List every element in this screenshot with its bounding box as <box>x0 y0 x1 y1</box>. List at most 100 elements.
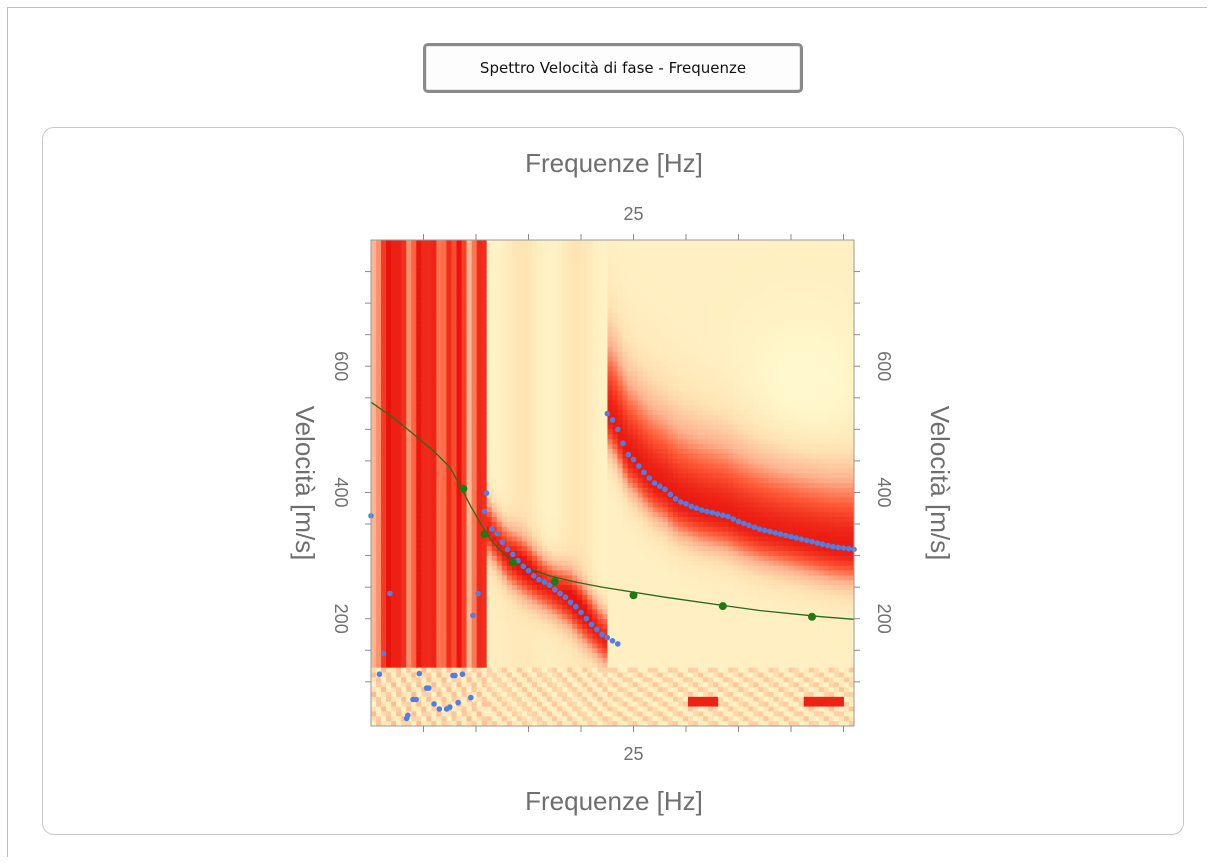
heatmap-cell <box>547 444 553 450</box>
heatmap-cell <box>441 317 448 324</box>
heatmap-cell <box>381 672 387 678</box>
heatmap-cell <box>526 458 533 465</box>
heatmap-cell <box>582 448 588 455</box>
heatmap-cell <box>617 264 624 270</box>
heatmap-cell <box>426 541 432 547</box>
heatmap-cell <box>376 507 382 513</box>
heatmap-cell <box>526 308 533 314</box>
heatmap-cell <box>526 410 533 416</box>
heatmap-cell <box>506 439 513 445</box>
heatmap-cell <box>426 614 432 620</box>
heatmap-cell <box>446 507 453 513</box>
heatmap-cell <box>421 444 427 450</box>
heatmap-cell <box>441 483 448 489</box>
heatmap-cell <box>481 604 488 610</box>
heatmap-cell <box>451 371 458 377</box>
heatmap-cell <box>476 278 483 285</box>
heatmap-cell <box>572 424 578 431</box>
heatmap-cell <box>506 521 513 528</box>
heatmap-cell <box>486 259 493 265</box>
heatmap-cell <box>511 706 518 713</box>
heatmap-cell <box>587 342 593 348</box>
heatmap-cell <box>557 293 563 299</box>
heatmap-cell <box>371 536 377 542</box>
heatmap-cell <box>431 351 438 358</box>
heatmap-cell <box>567 414 573 421</box>
heatmap-cell <box>471 541 478 547</box>
heatmap-cell <box>426 254 432 261</box>
heatmap-cell <box>532 512 538 518</box>
heatmap-cell <box>501 419 508 426</box>
heatmap-cell <box>441 628 448 635</box>
heatmap-cell <box>441 366 448 372</box>
heatmap-cell <box>557 599 563 606</box>
heatmap-cell <box>381 366 387 372</box>
heatmap-cell <box>542 497 548 504</box>
heatmap-cell <box>481 648 488 654</box>
heatmap-cell <box>567 259 573 265</box>
heatmap-cell <box>416 410 422 416</box>
heatmap-cell <box>511 244 518 251</box>
heatmap-cell <box>542 312 548 319</box>
heatmap-cell <box>521 395 528 401</box>
heatmap-cell <box>411 254 417 261</box>
heatmap-cell <box>592 706 599 713</box>
heatmap-cell <box>602 429 609 435</box>
heatmap-cell <box>547 254 553 261</box>
heatmap-cell <box>436 526 443 533</box>
heatmap-cell <box>411 414 417 421</box>
heatmap-cell <box>436 696 443 703</box>
heatmap-cell <box>547 565 553 572</box>
heatmap-cell <box>491 546 498 552</box>
heatmap-cell <box>526 551 533 557</box>
heatmap-cell <box>521 497 528 504</box>
heatmap-cell <box>381 424 387 431</box>
heatmap-cell <box>446 546 453 552</box>
heatmap-cell <box>426 424 432 431</box>
heatmap-cell <box>567 366 573 372</box>
heatmap-cell <box>582 570 588 576</box>
heatmap-cell <box>376 594 382 601</box>
heatmap-cell <box>471 492 478 499</box>
heatmap-cell <box>411 463 417 470</box>
heatmap-cell <box>557 439 563 445</box>
chart-title-button[interactable]: Spettro Velocità di fase - Frequenze <box>423 43 803 93</box>
heatmap-cell <box>532 560 538 567</box>
heatmap-cell <box>471 385 478 392</box>
heatmap-cell <box>496 696 503 703</box>
heatmap-cell <box>436 405 443 411</box>
heatmap-cell <box>552 448 558 455</box>
heatmap-cell <box>526 429 533 435</box>
heatmap-cell <box>401 619 407 625</box>
heatmap-cell <box>376 322 382 329</box>
heatmap-cell <box>617 458 624 465</box>
heatmap-cell <box>421 410 427 416</box>
heatmap-cell <box>421 429 427 435</box>
heatmap-cell <box>381 317 387 324</box>
heatmap-cell <box>446 448 453 455</box>
heatmap-cell <box>506 687 513 693</box>
heatmap-cell <box>396 696 402 703</box>
heatmap-cell <box>617 385 624 392</box>
heatmap-cell <box>401 643 407 649</box>
heatmap-cell <box>396 517 402 523</box>
heatmap-cell <box>602 502 609 508</box>
heatmap-cell <box>466 419 473 426</box>
heatmap-cell <box>511 463 518 470</box>
heatmap-cell <box>461 259 468 265</box>
heatmap-cell <box>486 643 493 649</box>
heatmap-cell <box>532 293 538 299</box>
heatmap-cell <box>511 521 518 528</box>
heatmap-cell <box>416 395 422 401</box>
heatmap-cell <box>456 604 463 610</box>
heatmap-cell <box>612 517 619 523</box>
heatmap-cell <box>491 274 498 280</box>
heatmap-cell <box>567 244 573 251</box>
heatmap-cell <box>572 609 578 615</box>
heatmap-cell <box>552 560 558 567</box>
heatmap-cell <box>537 395 543 401</box>
heatmap-cell <box>587 575 593 581</box>
heatmap-cell <box>491 555 498 562</box>
heatmap-cell <box>471 623 478 630</box>
heatmap-cell <box>511 633 518 640</box>
